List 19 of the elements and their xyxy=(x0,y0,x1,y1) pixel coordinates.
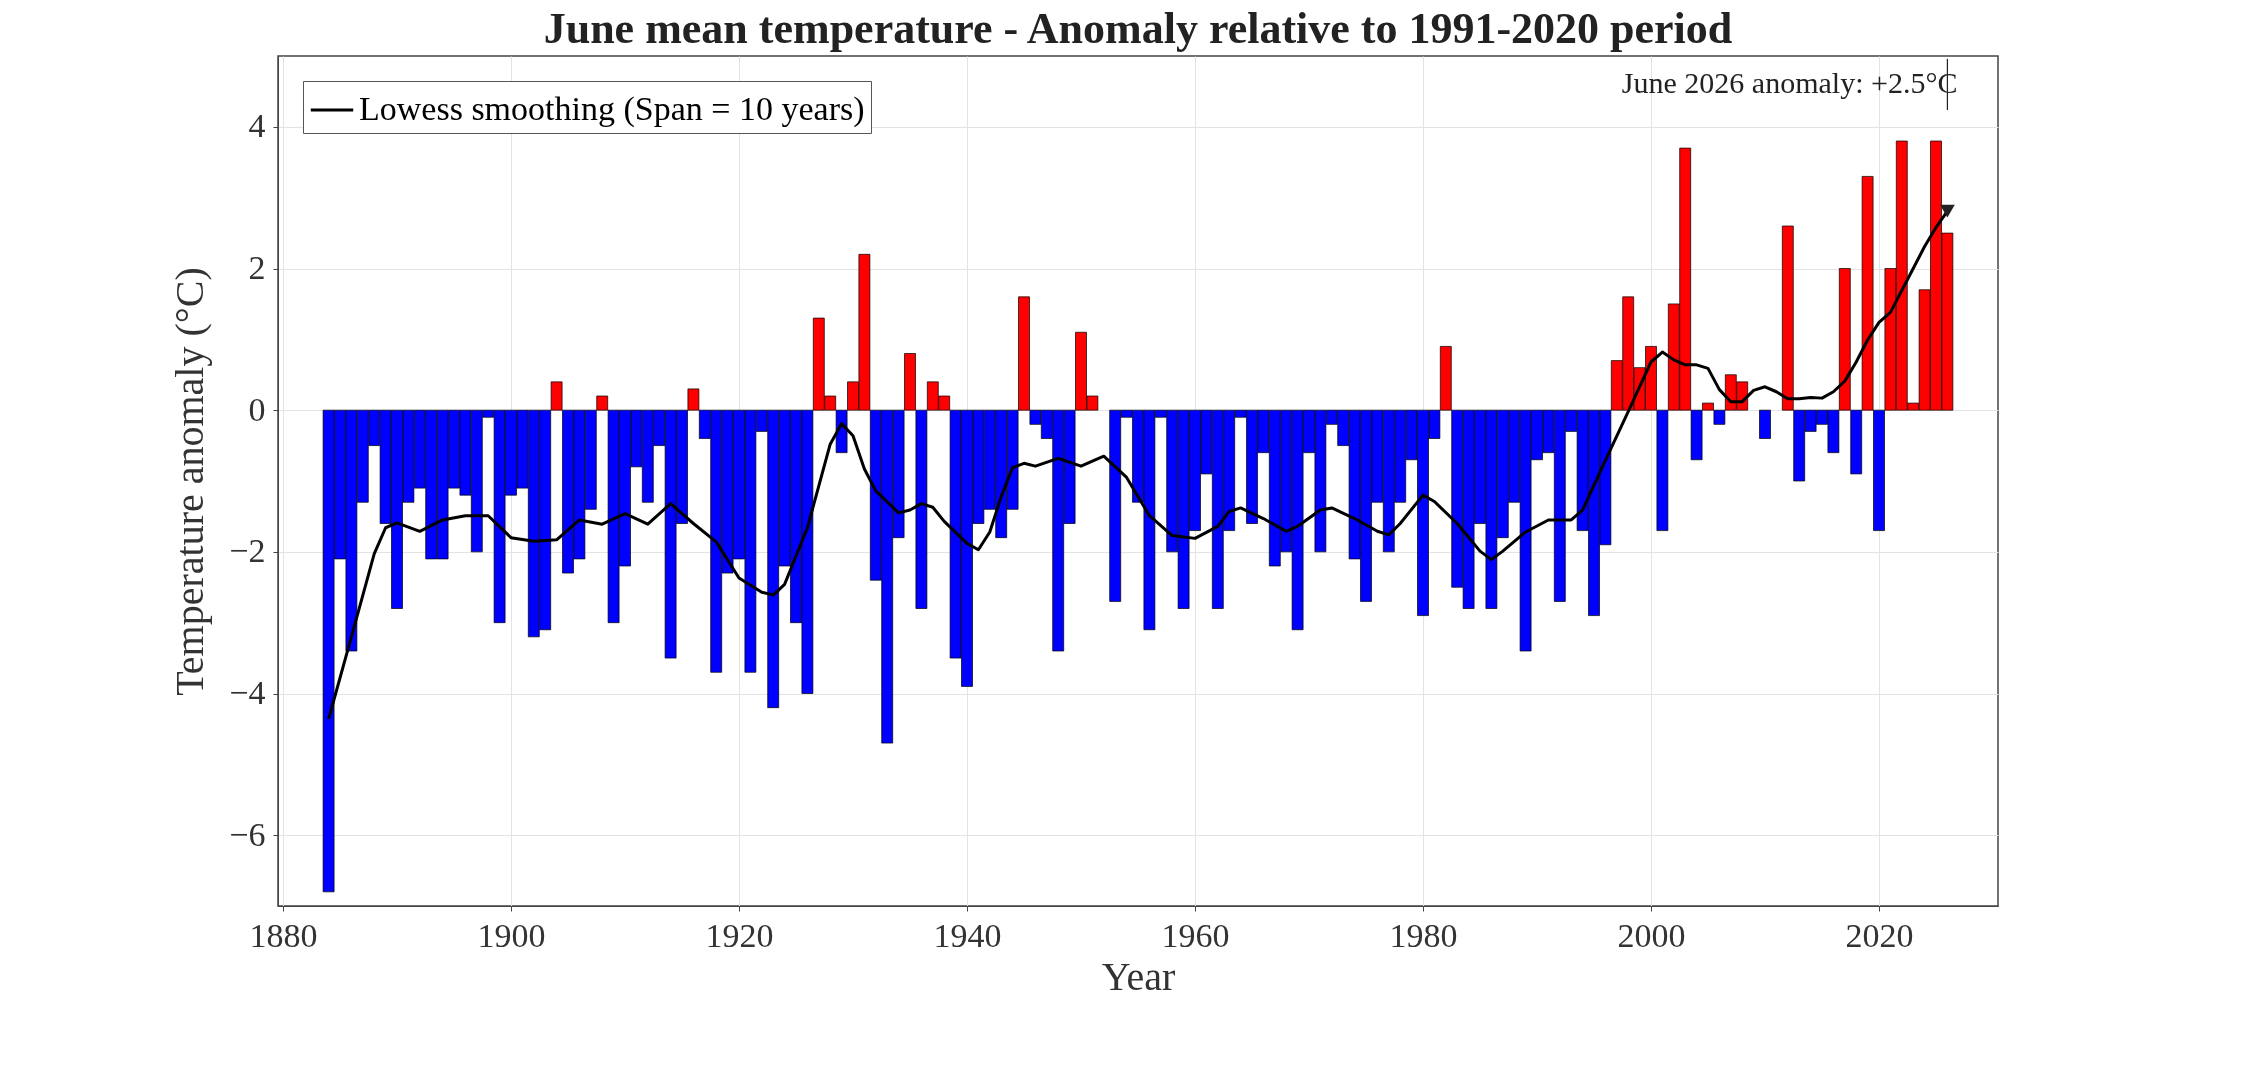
y-tick-label: 2 xyxy=(248,249,266,286)
y-axis-title: Temperature anomaly (°C) xyxy=(167,267,213,696)
y-tick-label: 0 xyxy=(248,390,266,428)
y-tick-label: 4 xyxy=(248,107,266,145)
legend-label: Lowess smoothing (Span = 10 years) xyxy=(359,90,865,128)
x-tick-label: 1960 xyxy=(1161,916,1230,954)
x-tick-label: 2020 xyxy=(1845,916,1914,954)
bar xyxy=(1759,409,1771,439)
x-axis-title: Year xyxy=(1101,953,1176,999)
y-tick-label: −6 xyxy=(229,815,266,853)
x-tick-label: 1980 xyxy=(1389,916,1458,954)
y-tick-label: −2 xyxy=(229,532,266,570)
x-tick-label: 2000 xyxy=(1617,916,1686,954)
chart-title: June mean temperature - Anomaly relative to 1991-2020 period xyxy=(543,4,1733,53)
x-tick-label: 1940 xyxy=(933,916,1002,954)
x-tick-label: 1880 xyxy=(249,916,318,954)
x-tick-label: 1920 xyxy=(705,916,774,954)
y-tick-label: −4 xyxy=(229,674,266,711)
x-tick-label: 1900 xyxy=(477,916,546,954)
